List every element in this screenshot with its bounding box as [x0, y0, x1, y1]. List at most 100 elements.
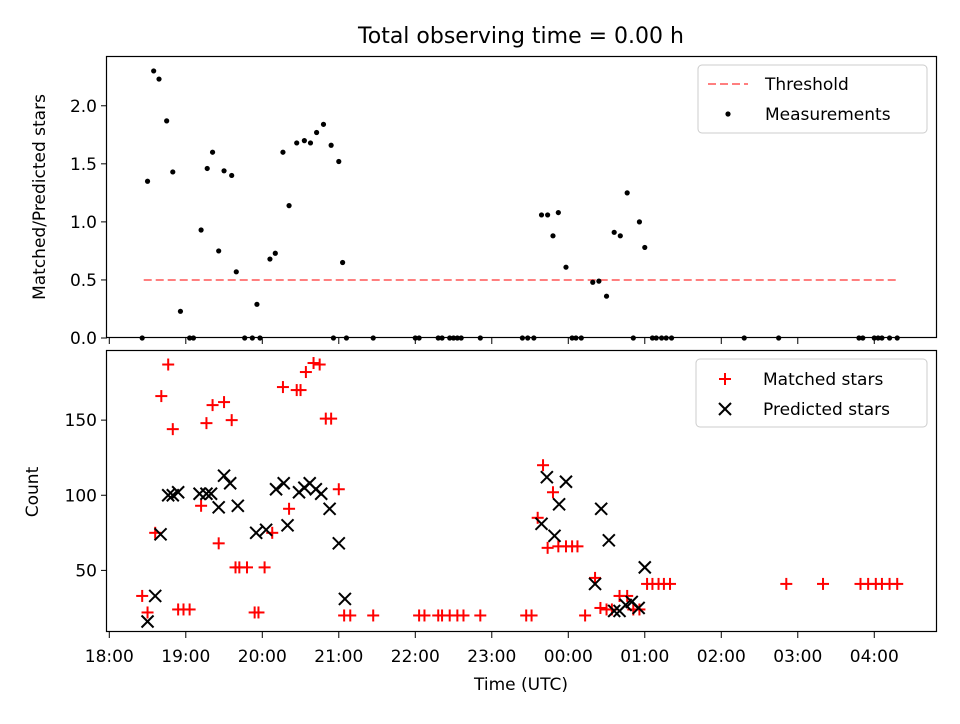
measurement-point — [555, 209, 561, 216]
ratio-y-tick-label: 0.0 — [70, 329, 97, 349]
predicted-star-point — [638, 560, 652, 575]
predicted-star-point — [140, 614, 155, 629]
matched-star-point — [212, 537, 225, 550]
measurement-point — [340, 259, 346, 266]
measurement-point — [550, 233, 556, 239]
predicted-star-point — [223, 476, 237, 490]
measurement-point — [590, 279, 596, 285]
measurement-point — [164, 118, 170, 124]
ratio-y-axis-label: Matched/Predicted stars — [30, 94, 50, 300]
matched-star-point — [537, 459, 550, 472]
matched-star-point — [344, 609, 357, 622]
measurement-point — [209, 149, 216, 155]
predicted-star-point — [534, 517, 549, 531]
predicted-legend-marker — [718, 402, 732, 416]
measurement-point — [538, 212, 545, 218]
predicted-star-point — [211, 500, 226, 514]
matched-star-point — [579, 609, 592, 622]
matched-star-point — [546, 486, 559, 499]
matched-star-point — [817, 577, 830, 590]
measurement-point — [301, 138, 307, 144]
x-tick-label: 21:00 — [314, 647, 363, 667]
matched-star-point — [525, 609, 538, 622]
predicted-star-point — [540, 470, 554, 484]
measurement-point — [328, 142, 334, 148]
matched-star-point — [155, 390, 168, 403]
measurement-point — [156, 76, 162, 82]
measurement-point — [642, 244, 648, 251]
counts-y-tick-label: 50 — [75, 561, 97, 581]
predicted-star-point — [631, 601, 646, 615]
matched-star-point — [332, 483, 345, 496]
predicted-star-point — [607, 604, 621, 618]
matched-star-point — [206, 399, 219, 412]
matched-star-point — [457, 609, 470, 622]
predicted-star-point — [277, 476, 291, 490]
counts-legend: Matched stars Predicted stars — [695, 358, 928, 428]
matched-star-point — [325, 412, 338, 425]
measurements-legend-marker — [725, 111, 731, 117]
matched-star-point — [299, 366, 312, 379]
matched-star-point — [195, 499, 208, 512]
measurement-point — [216, 248, 222, 254]
measurement-point — [151, 68, 157, 74]
measurement-point — [272, 250, 278, 256]
x-tick-label: 00:00 — [544, 647, 593, 667]
measurement-point — [170, 169, 176, 175]
x-tick-label: 04:00 — [850, 647, 899, 667]
x-tick-label: 03:00 — [773, 647, 822, 667]
predicted-star-point — [280, 518, 295, 533]
threshold-legend-label: Threshold — [764, 75, 849, 95]
predicted-star-point — [269, 482, 283, 496]
predicted-star-point — [338, 592, 352, 606]
measurement-point — [177, 308, 184, 314]
counts-panel: 50 100 150 18:00 19:00 20:00 21:00 22:00 23:00 0… — [23, 349, 938, 695]
ratio-y-tick-label: 1.5 — [70, 155, 97, 175]
matched-star-point — [621, 589, 634, 602]
matched-star-point — [258, 561, 271, 574]
x-tick-label: 18:00 — [85, 647, 134, 667]
measurement-point — [320, 121, 327, 127]
ratio-y-tick-label: 2.0 — [70, 97, 97, 117]
counts-y-tick-label: 150 — [65, 411, 97, 431]
measurement-point — [636, 219, 643, 225]
matched-star-point — [571, 540, 584, 553]
x-tick-label: 01:00 — [620, 647, 669, 667]
x-tick-label: 20:00 — [238, 647, 287, 667]
ratio-legend: Threshold Measurements — [697, 64, 928, 134]
counts-y-tick-label: 100 — [65, 486, 97, 506]
measurement-point — [254, 301, 260, 307]
measurement-point — [596, 278, 602, 284]
measurement-point — [603, 293, 610, 299]
matched-star-point — [367, 609, 380, 622]
predicted-star-point — [602, 533, 616, 548]
measurement-point — [229, 172, 235, 179]
matched-star-point — [541, 541, 554, 554]
chart-title: Total observing time = 0.00 h — [357, 24, 684, 49]
matched-star-point — [589, 571, 602, 584]
x-tick-label: 19:00 — [161, 647, 210, 667]
ratio-plot-frame — [105, 55, 938, 339]
predicted-star-point — [249, 526, 263, 540]
predicted-star-point — [314, 487, 328, 501]
predicted-star-point — [547, 529, 562, 543]
matched-star-point — [252, 606, 265, 619]
predicted-star-point — [259, 523, 273, 537]
measurement-point — [307, 140, 314, 146]
x-tick-label: 02:00 — [697, 647, 746, 667]
matched-star-point — [594, 601, 607, 614]
matched-star-point — [313, 358, 326, 371]
x-tick-label: 22:00 — [391, 647, 440, 667]
measurement-point — [624, 190, 630, 196]
predicted-star-point — [332, 536, 346, 551]
measurement-point — [286, 203, 292, 209]
measurement-point — [545, 212, 551, 218]
predicted-star-point — [559, 475, 573, 489]
matched-star-point — [294, 384, 307, 397]
ratio-panel: 0.00.51.01.52.0 Matched/Predicted stars … — [30, 55, 938, 349]
predicted-star-point — [322, 502, 337, 516]
measurement-point — [233, 269, 239, 275]
predicted-star-point — [552, 497, 566, 511]
predicted-star-point — [161, 488, 175, 502]
